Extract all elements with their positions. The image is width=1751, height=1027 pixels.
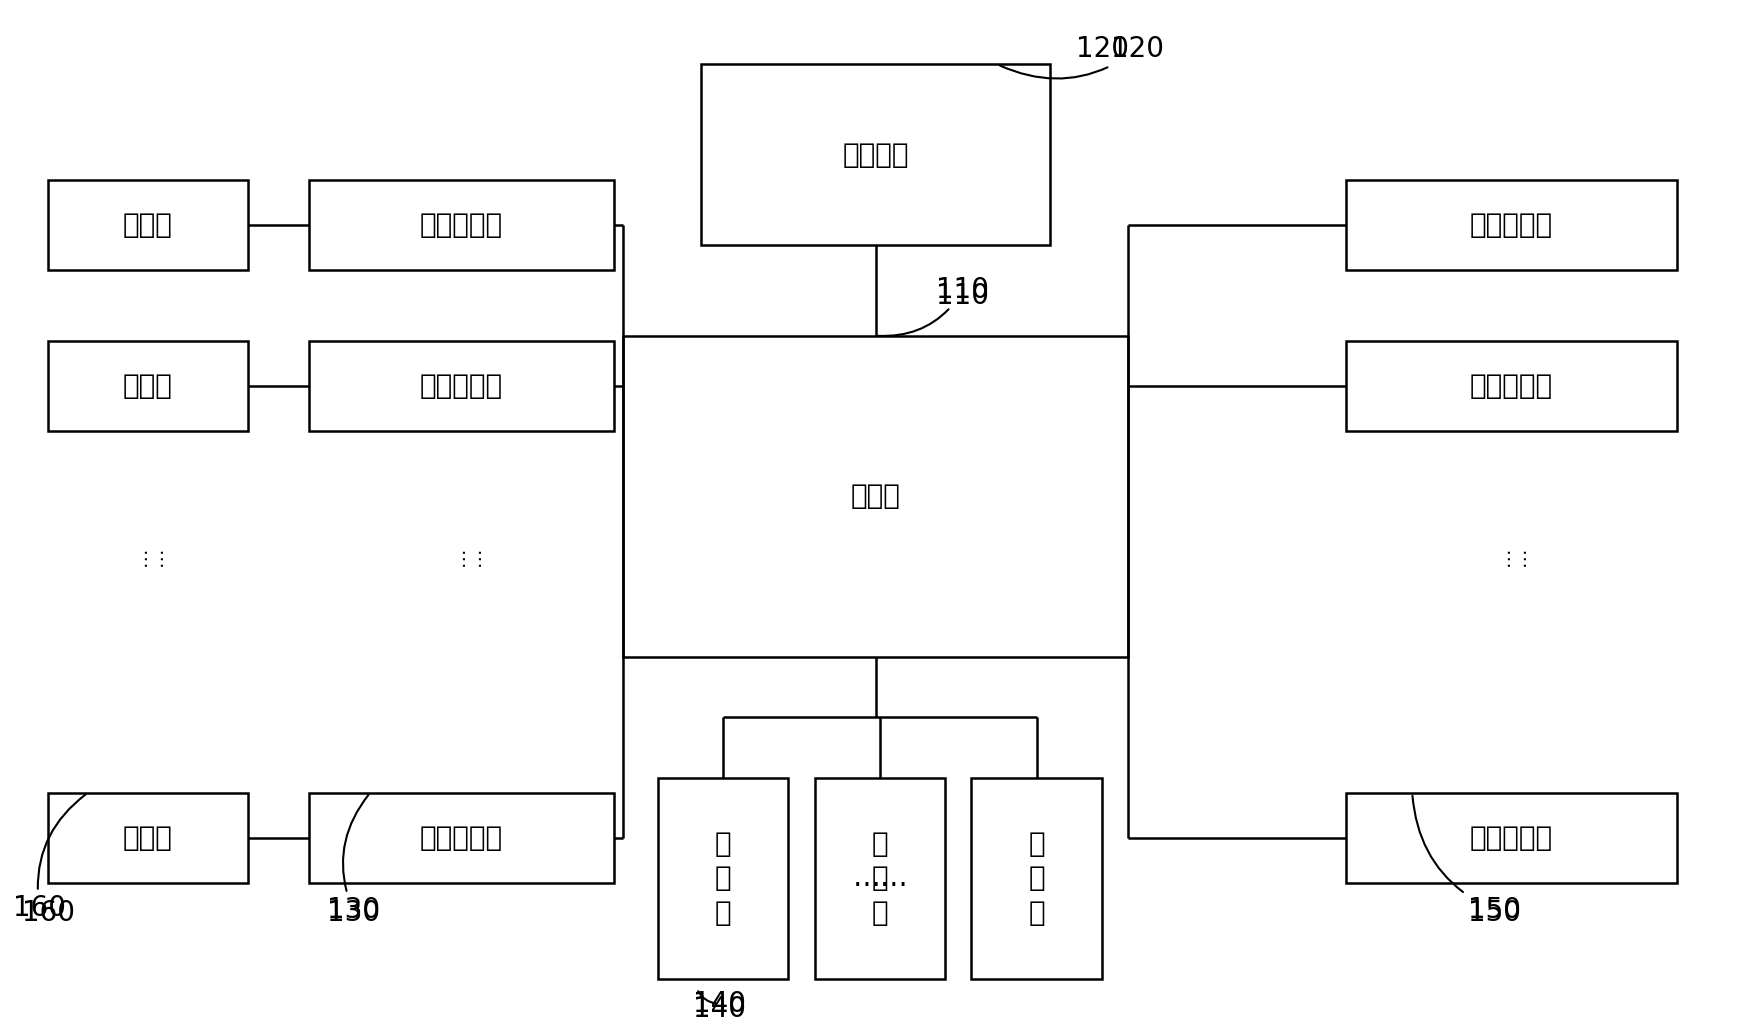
Bar (1347, 341, 1677, 431)
Text: 150: 150 (1413, 796, 1522, 924)
Bar (310, 180, 615, 270)
Text: 控制器: 控制器 (851, 483, 900, 510)
Text: …
…: … … (130, 547, 165, 567)
Bar (1347, 180, 1677, 270)
Text: 报警器: 报警器 (123, 824, 173, 852)
Text: 120: 120 (1075, 35, 1129, 64)
Text: 报警器: 报警器 (123, 212, 173, 239)
Bar (47, 180, 249, 270)
Bar (700, 65, 1051, 245)
Text: 通断检测器: 通断检测器 (1471, 824, 1553, 852)
Text: 通断检测器: 通断检测器 (1471, 372, 1553, 400)
Text: 主检测器: 主检测器 (842, 141, 909, 168)
Text: 断
路
器: 断 路 器 (714, 830, 732, 926)
Text: 140: 140 (692, 995, 746, 1023)
Bar (47, 793, 249, 883)
Text: 160: 160 (21, 900, 75, 927)
Bar (972, 777, 1101, 979)
Text: 130: 130 (326, 900, 380, 927)
Text: 110: 110 (937, 281, 989, 309)
Text: 分路检测器: 分路检测器 (420, 372, 503, 400)
Text: 130: 130 (326, 795, 380, 924)
Text: 分路检测器: 分路检测器 (420, 824, 503, 852)
Bar (1347, 793, 1677, 883)
Bar (310, 793, 615, 883)
Text: 160: 160 (12, 795, 86, 922)
Bar (310, 341, 615, 431)
Text: 断
路
器: 断 路 器 (872, 830, 888, 926)
Text: …
…: … … (448, 547, 483, 567)
Text: 110: 110 (879, 276, 989, 336)
Text: …
…: … … (1494, 547, 1529, 567)
Text: 140: 140 (692, 990, 746, 1018)
Text: 分路检测器: 分路检测器 (420, 212, 503, 239)
Text: ……: …… (853, 865, 909, 892)
Text: 断
路
器: 断 路 器 (1028, 830, 1045, 926)
Bar (623, 336, 1128, 657)
Text: 120: 120 (1000, 35, 1164, 78)
Bar (658, 777, 788, 979)
Text: 150: 150 (1467, 900, 1522, 927)
Text: 报警器: 报警器 (123, 372, 173, 400)
Bar (47, 341, 249, 431)
Text: 通断检测器: 通断检测器 (1471, 212, 1553, 239)
Bar (814, 777, 946, 979)
